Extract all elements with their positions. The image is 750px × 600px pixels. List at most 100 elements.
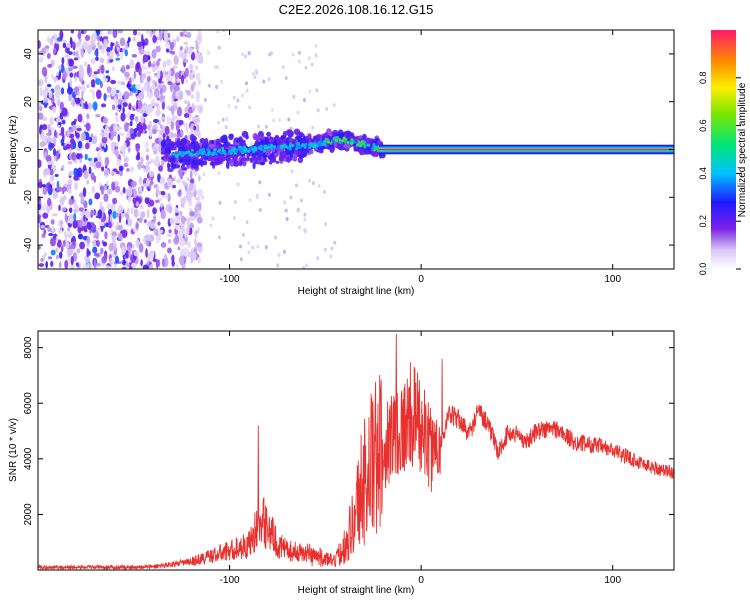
spectral-blob bbox=[80, 48, 85, 58]
spectral-blob bbox=[119, 190, 124, 196]
spectral-blob bbox=[196, 200, 200, 205]
spectral-blob bbox=[138, 31, 141, 36]
spectral-blob bbox=[154, 199, 160, 204]
spectral-blob bbox=[150, 63, 156, 68]
spectral-blob bbox=[221, 156, 226, 162]
spectral-blob bbox=[81, 99, 84, 110]
spectral-blob bbox=[168, 174, 172, 178]
colorbar-tick-label: 0.2 bbox=[698, 215, 708, 228]
spectral-blob bbox=[286, 156, 291, 163]
spectral-blob bbox=[220, 79, 224, 84]
spectral-blob bbox=[152, 207, 157, 215]
spectral-blob bbox=[45, 260, 49, 269]
spectral-blob bbox=[132, 36, 136, 42]
spectral-blob bbox=[217, 171, 221, 176]
spectral-blob bbox=[207, 50, 211, 55]
spectral-blob bbox=[67, 161, 73, 165]
spectral-blob bbox=[289, 152, 294, 159]
spectral-blob bbox=[86, 221, 92, 231]
spectral-blob bbox=[66, 42, 71, 49]
spectral-blob bbox=[198, 175, 201, 182]
spectral-blob bbox=[112, 197, 118, 205]
spectral-blob bbox=[100, 44, 105, 55]
spectral-blob bbox=[120, 81, 126, 86]
spectrogram-x-tick-label: -100 bbox=[220, 274, 240, 285]
spectral-blob bbox=[75, 138, 81, 142]
spectral-blob bbox=[329, 254, 333, 259]
snr-y-label: SNR (10 * v/v) bbox=[8, 418, 19, 482]
spectral-blob bbox=[190, 94, 195, 99]
spectral-blob bbox=[174, 215, 181, 224]
spectral-blob bbox=[125, 250, 129, 259]
spectral-blob bbox=[265, 149, 271, 157]
snr-series-line bbox=[38, 333, 674, 570]
spectral-blob bbox=[151, 146, 158, 151]
spectral-blob bbox=[156, 60, 160, 66]
spectral-blob bbox=[229, 159, 235, 167]
spectral-blob bbox=[103, 193, 109, 202]
spectral-blob bbox=[47, 63, 53, 68]
spectral-blob bbox=[355, 146, 359, 152]
spectral-blob bbox=[183, 41, 188, 45]
spectral-blob bbox=[84, 209, 91, 219]
spectral-blob bbox=[54, 89, 61, 99]
spectral-blob bbox=[148, 220, 155, 226]
spectral-blob bbox=[265, 146, 269, 150]
spectral-blob bbox=[54, 173, 59, 177]
spectral-blob bbox=[59, 30, 64, 40]
spectral-blob bbox=[78, 47, 82, 51]
spectral-blob bbox=[349, 142, 353, 146]
spectral-blob bbox=[248, 105, 252, 110]
spectral-blob bbox=[68, 244, 75, 250]
spectral-blob bbox=[305, 263, 309, 268]
spectral-blob bbox=[157, 82, 162, 89]
spectral-blob bbox=[142, 39, 145, 49]
spectral-blob bbox=[152, 35, 157, 43]
spectral-blob bbox=[47, 225, 51, 233]
spectral-blob bbox=[125, 213, 130, 220]
spectral-blob bbox=[225, 117, 229, 122]
spectral-blob bbox=[211, 156, 216, 161]
spectral-blob bbox=[133, 250, 140, 257]
spectral-blob bbox=[76, 127, 82, 132]
spectral-blob bbox=[318, 149, 324, 154]
spectral-blob bbox=[274, 235, 278, 240]
spectral-blob bbox=[350, 138, 354, 142]
spectral-blob bbox=[287, 117, 291, 122]
spectral-blob bbox=[120, 112, 126, 122]
spectral-blob bbox=[60, 223, 63, 230]
spectral-blob bbox=[90, 209, 95, 216]
spectral-blob bbox=[64, 259, 69, 269]
spectral-blob bbox=[49, 142, 55, 149]
spectral-blob bbox=[86, 247, 89, 258]
spectral-blob bbox=[343, 140, 347, 144]
spectral-blob bbox=[103, 38, 107, 49]
spectral-blob bbox=[133, 70, 137, 80]
spectral-blob bbox=[324, 222, 328, 227]
spectral-blob bbox=[142, 105, 148, 112]
spectral-blob bbox=[147, 107, 154, 113]
spectral-blob bbox=[142, 264, 149, 269]
spectral-blob bbox=[135, 201, 139, 207]
spectral-blob bbox=[74, 75, 78, 82]
spectral-blob bbox=[165, 58, 172, 67]
spectral-blob bbox=[49, 175, 55, 182]
spectral-blob bbox=[221, 149, 225, 153]
spectral-blob bbox=[40, 225, 45, 229]
spectral-blob bbox=[184, 30, 188, 35]
spectral-blob bbox=[237, 145, 241, 149]
spectral-blob bbox=[105, 70, 110, 74]
spectral-blob bbox=[140, 156, 144, 165]
spectral-blob bbox=[184, 79, 188, 84]
spectral-blob bbox=[298, 144, 302, 148]
spectral-blob bbox=[69, 78, 73, 89]
spectral-blob bbox=[141, 86, 145, 93]
spectral-blob bbox=[174, 72, 179, 80]
spectral-blob bbox=[372, 143, 376, 147]
spectral-blob bbox=[122, 106, 125, 114]
spectral-blob bbox=[62, 133, 65, 143]
spectral-blob bbox=[154, 88, 160, 99]
colorbar-ticks: 0.0 0.2 0.4 0.6 0.8 bbox=[698, 72, 741, 275]
spectral-blob bbox=[153, 159, 158, 166]
spectral-blob bbox=[93, 235, 100, 239]
